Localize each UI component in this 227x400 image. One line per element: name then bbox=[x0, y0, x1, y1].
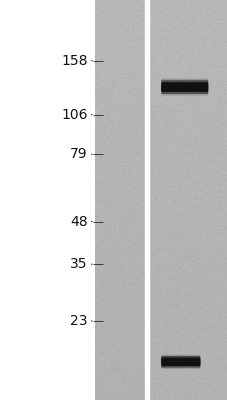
FancyBboxPatch shape bbox=[160, 356, 200, 364]
FancyBboxPatch shape bbox=[160, 84, 207, 94]
Text: 48: 48 bbox=[70, 215, 87, 229]
Text: —: — bbox=[92, 110, 103, 120]
Text: —: — bbox=[92, 149, 103, 159]
Text: 23: 23 bbox=[70, 314, 87, 328]
Text: —: — bbox=[92, 316, 103, 326]
FancyBboxPatch shape bbox=[160, 79, 207, 88]
FancyBboxPatch shape bbox=[160, 360, 200, 369]
FancyBboxPatch shape bbox=[160, 80, 207, 90]
Text: 158: 158 bbox=[61, 54, 87, 68]
FancyBboxPatch shape bbox=[160, 86, 207, 96]
Text: —: — bbox=[92, 217, 103, 227]
Text: —: — bbox=[92, 56, 103, 66]
Text: —: — bbox=[92, 259, 103, 269]
Text: 106: 106 bbox=[61, 108, 87, 122]
FancyBboxPatch shape bbox=[160, 359, 200, 368]
Text: 79: 79 bbox=[70, 147, 87, 161]
FancyBboxPatch shape bbox=[160, 355, 200, 363]
FancyBboxPatch shape bbox=[160, 358, 200, 366]
Text: 35: 35 bbox=[70, 257, 87, 271]
FancyBboxPatch shape bbox=[160, 82, 207, 92]
